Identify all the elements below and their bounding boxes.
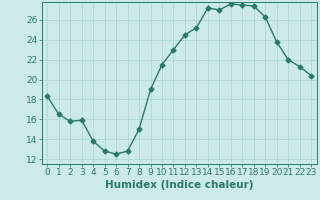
X-axis label: Humidex (Indice chaleur): Humidex (Indice chaleur) <box>105 180 253 190</box>
